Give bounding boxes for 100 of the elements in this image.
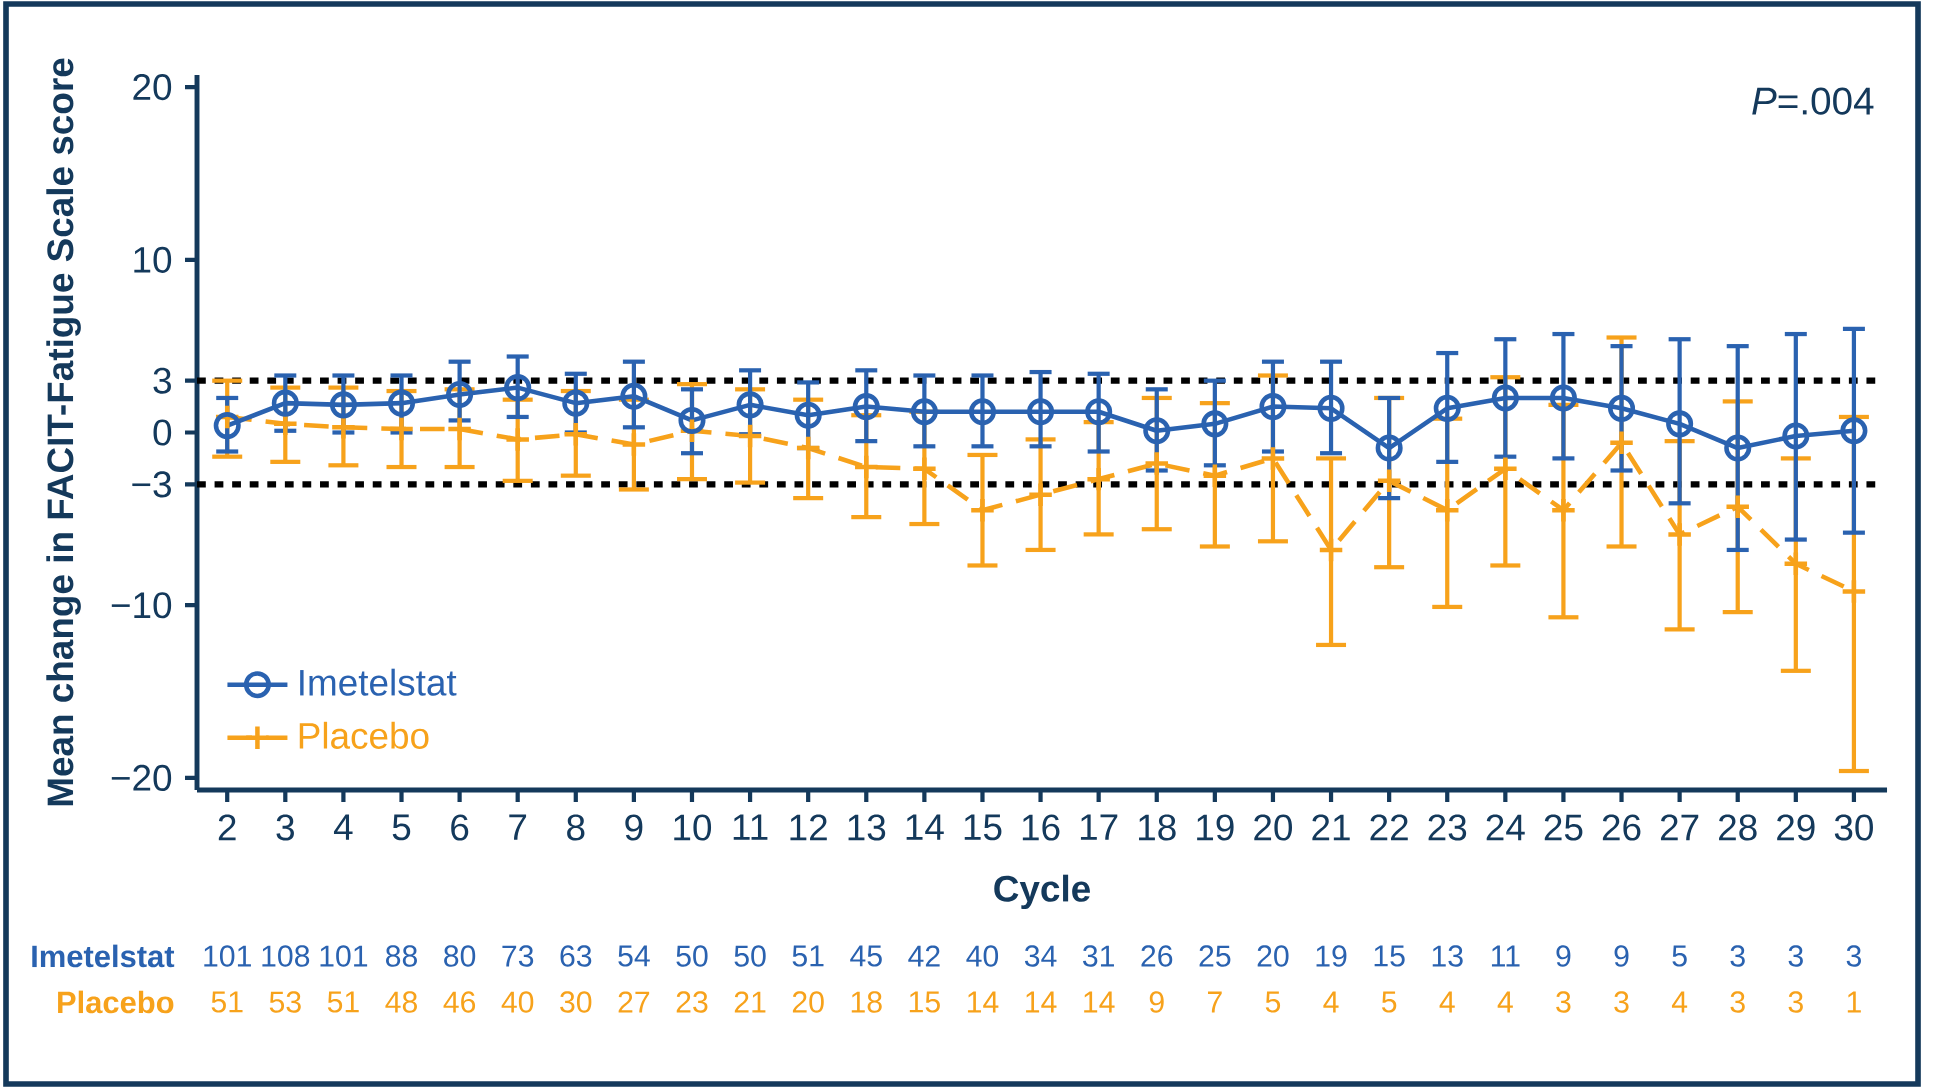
text: 9	[1614, 945, 1629, 967]
text: 3	[1614, 991, 1629, 1013]
text: 14	[1026, 991, 1057, 1013]
point	[971, 498, 994, 522]
point	[1029, 483, 1052, 506]
point	[794, 401, 822, 429]
y-tick-label: 0	[153, 419, 172, 446]
point	[1085, 398, 1113, 426]
point	[1842, 580, 1866, 603]
point	[1494, 457, 1517, 481]
point	[1782, 422, 1810, 450]
point	[448, 417, 471, 441]
text: 31	[1083, 945, 1114, 967]
text: 46	[443, 991, 476, 1013]
x-tick-label: 8	[567, 814, 585, 841]
text: 63	[560, 945, 592, 967]
point	[736, 391, 764, 419]
point	[1143, 417, 1171, 445]
x-tick-label: 18	[1139, 814, 1176, 841]
point	[968, 398, 997, 426]
point	[562, 389, 590, 417]
text: 48	[385, 991, 417, 1013]
point	[506, 428, 529, 451]
point	[332, 416, 355, 439]
point	[678, 406, 706, 434]
text: 3	[1846, 945, 1861, 967]
point	[1607, 394, 1636, 422]
text: 51	[327, 991, 359, 1013]
text: 50	[734, 945, 766, 967]
point	[1317, 394, 1345, 422]
x-tick-label: 7	[509, 814, 527, 840]
point	[390, 417, 413, 441]
text: 3	[1788, 945, 1803, 967]
x-tick-label: 28	[1719, 814, 1757, 841]
y-tick-label: −10	[111, 592, 172, 619]
point	[213, 412, 241, 440]
text: 11	[1491, 945, 1520, 967]
text: Imetelstat	[32, 944, 175, 968]
point	[446, 380, 474, 409]
y-tick-label: 20	[133, 74, 172, 101]
x-tick-label: 14	[906, 814, 944, 840]
x-tick-label: 16	[1022, 814, 1060, 841]
text: 34	[1024, 945, 1057, 967]
text: 101	[320, 945, 368, 967]
y-tick-label: −20	[111, 764, 172, 791]
point	[913, 457, 936, 481]
text: 26	[1141, 945, 1173, 967]
x-tick-label: 17	[1080, 814, 1118, 840]
text: 1	[1847, 991, 1861, 1013]
x-tick-label: 11	[733, 814, 768, 840]
point	[1840, 417, 1868, 445]
point	[622, 433, 646, 456]
text: 40	[501, 991, 534, 1013]
x-axis-title: Cycle	[994, 874, 1090, 910]
text: 18	[851, 991, 882, 1013]
point	[1375, 434, 1403, 462]
y-tick-label: −3	[132, 471, 171, 498]
text: 108	[262, 945, 310, 967]
x-tick-label: 20	[1254, 814, 1293, 841]
text: 30	[560, 991, 592, 1013]
point	[564, 422, 588, 446]
x-tick-label: 4	[333, 814, 353, 840]
point	[738, 424, 762, 448]
x-tick-label: 30	[1834, 814, 1873, 841]
x-tick-label: 9	[625, 814, 643, 841]
text: 7	[1207, 991, 1222, 1013]
point	[855, 455, 878, 479]
x-tick-label: 22	[1370, 814, 1408, 841]
point	[1433, 394, 1461, 422]
x-tick-label: 3	[276, 814, 294, 841]
text: 88	[386, 945, 417, 967]
x-tick-label: 24	[1486, 814, 1525, 841]
text: 27	[618, 991, 650, 1013]
point	[852, 393, 880, 421]
text: 3	[1730, 945, 1745, 967]
x-tick-label: 29	[1777, 814, 1815, 841]
text: 14	[967, 991, 999, 1013]
y-axis-title: Mean change in FACIT-Fatigue Scale score	[46, 58, 81, 806]
y-tick-label: 10	[134, 246, 172, 273]
text: 14	[1084, 991, 1115, 1013]
text: 45	[850, 945, 882, 967]
text: 54	[618, 945, 650, 967]
point	[1549, 384, 1577, 412]
x-tick-label: 25	[1544, 814, 1583, 841]
text: 4	[1439, 991, 1455, 1013]
text: 4	[1497, 991, 1513, 1013]
text: 3	[1556, 991, 1571, 1013]
point	[1552, 498, 1575, 522]
text: 23	[676, 991, 708, 1013]
point	[620, 382, 648, 410]
text: 4	[1323, 991, 1339, 1013]
text: 21	[734, 991, 766, 1013]
text: 51	[211, 991, 243, 1013]
text: 15	[909, 991, 940, 1013]
text: 15	[1374, 945, 1405, 967]
x-tick-label: 12	[790, 814, 827, 841]
point	[1666, 410, 1694, 438]
text: 19	[1316, 945, 1347, 967]
text: 20	[1257, 945, 1289, 967]
text: 5	[1672, 945, 1687, 967]
